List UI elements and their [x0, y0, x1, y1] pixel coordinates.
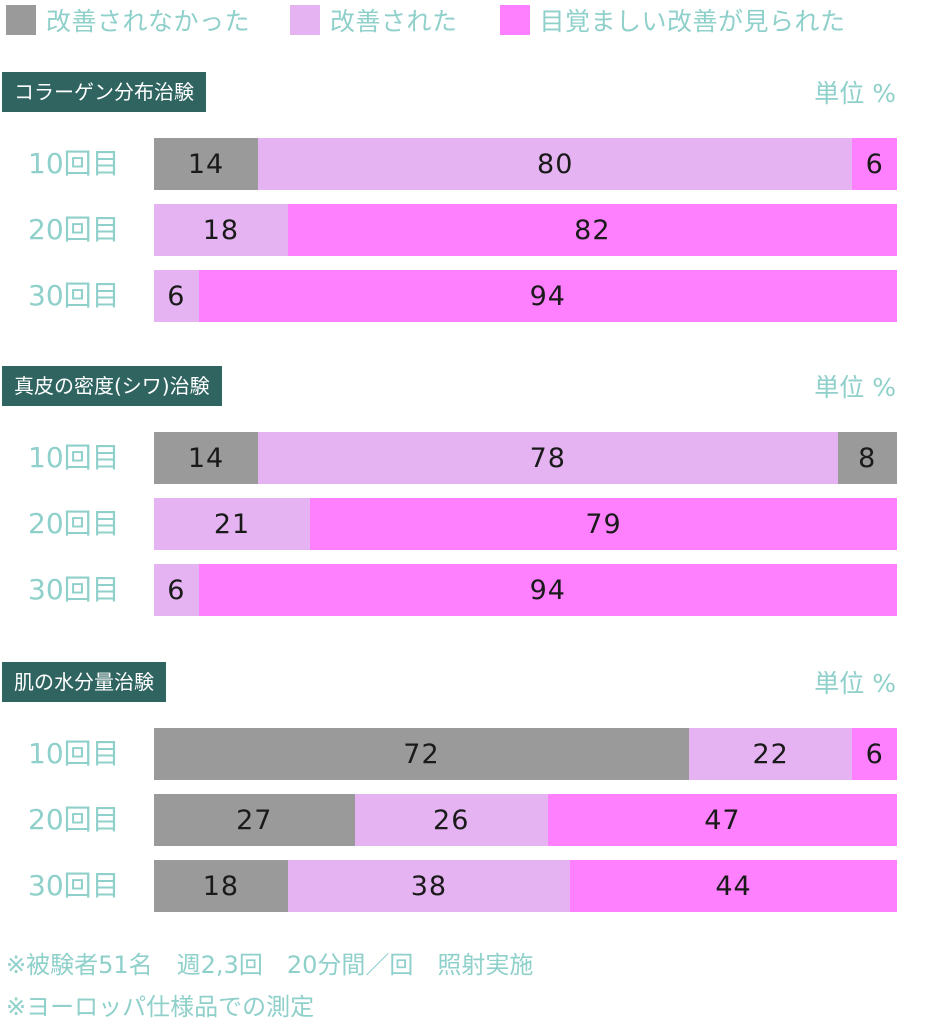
unit-label: 単位 % — [814, 669, 896, 698]
data-label: 18 — [202, 870, 240, 902]
bar-row: 20回目 27 26 47 — [0, 794, 933, 846]
data-label: 18 — [202, 214, 240, 246]
bar-segment: 79 — [310, 498, 897, 550]
bar-row: 30回目 18 38 44 — [0, 860, 933, 912]
bar-segment: 6 — [154, 564, 199, 616]
data-label: 6 — [865, 738, 884, 770]
bar-segment: 44 — [570, 860, 897, 912]
row-label: 10回目 — [28, 737, 120, 770]
unit-label: 単位 % — [814, 79, 896, 108]
data-label: 44 — [715, 870, 752, 902]
row-label: 10回目 — [28, 441, 120, 474]
row-label: 20回目 — [28, 213, 120, 246]
bar-row: 20回目 18 82 — [0, 204, 933, 256]
data-label: 94 — [529, 574, 566, 606]
bar-row: 10回目 14 78 8 — [0, 432, 933, 484]
chart-title: 真皮の密度(シワ)治験 — [2, 366, 222, 406]
data-label: 27 — [236, 804, 273, 836]
bar-segment: 26 — [354, 794, 548, 846]
bar-row: 30回目 6 94 — [0, 564, 933, 616]
data-label: 14 — [187, 442, 225, 474]
footnote: ※ヨーロッパ仕様品での測定 — [6, 993, 315, 1021]
data-label: 94 — [529, 280, 566, 312]
legend-item-improved: 改善された — [290, 2, 458, 38]
data-label: 21 — [213, 508, 251, 540]
footnotes: ※被験者51名 週2,3回 20分間／回 照射実施 ※ヨーロッパ仕様品での測定 — [6, 944, 533, 1028]
bar-segment: 6 — [154, 270, 199, 322]
legend-label-improved: 改善された — [330, 7, 458, 36]
bar-row: 30回目 6 94 — [0, 270, 933, 322]
stacked-bar: 6 94 — [154, 270, 897, 322]
row-label: 30回目 — [28, 279, 120, 312]
chart-title: コラーゲン分布治験 — [2, 72, 206, 112]
legend-swatch-remarkably-improved — [499, 5, 530, 35]
data-label: 72 — [403, 738, 440, 770]
chart-title: 肌の水分量治験 — [2, 662, 166, 702]
data-label: 78 — [529, 442, 566, 474]
legend-swatch-not-improved — [6, 5, 36, 35]
bar-segment: 6 — [852, 138, 897, 190]
stacked-bar: 14 80 6 — [154, 138, 897, 190]
data-label: 22 — [752, 738, 789, 770]
data-label: 79 — [585, 508, 622, 540]
legend-item-remarkably-improved: 目覚ましい改善が見られた — [499, 2, 846, 38]
bar-segment: 14 — [154, 138, 259, 190]
bar-row: 10回目 72 22 6 — [0, 728, 933, 780]
bar-segment: 47 — [547, 794, 897, 846]
row-label: 30回目 — [28, 573, 120, 606]
bar-segment: 72 — [154, 728, 689, 780]
bar-segment: 27 — [154, 794, 355, 846]
stacked-bar: 72 22 6 — [154, 728, 897, 780]
stacked-bar: 14 78 8 — [154, 432, 897, 484]
legend: 改善されなかった 改善された 目覚ましい改善が見られた — [6, 2, 886, 38]
stacked-bar: 18 38 44 — [154, 860, 897, 912]
data-label: 80 — [537, 148, 574, 180]
stacked-bar: 6 94 — [154, 564, 897, 616]
row-label: 10回目 — [28, 147, 120, 180]
bar-segment: 21 — [154, 498, 311, 550]
data-label: 47 — [704, 804, 741, 836]
bar-segment: 82 — [287, 204, 897, 256]
data-label: 26 — [433, 804, 470, 836]
stacked-bar: 27 26 47 — [154, 794, 897, 846]
bar-segment: 78 — [258, 432, 838, 484]
bar-segment: 38 — [287, 860, 571, 912]
data-label: 14 — [187, 148, 225, 180]
data-label: 6 — [167, 280, 186, 312]
bar-segment: 18 — [154, 860, 288, 912]
legend-item-not-improved: 改善されなかった — [6, 2, 250, 38]
data-label: 38 — [410, 870, 448, 902]
legend-label-remarkably-improved: 目覚ましい改善が見られた — [539, 7, 846, 36]
data-label: 6 — [865, 148, 884, 180]
data-label: 6 — [167, 574, 186, 606]
bar-row: 10回目 14 80 6 — [0, 138, 933, 190]
bar-segment: 22 — [688, 728, 853, 780]
bar-segment: 8 — [837, 432, 897, 484]
bar-segment: 94 — [198, 270, 897, 322]
row-label: 20回目 — [28, 507, 120, 540]
unit-label: 単位 % — [814, 373, 896, 402]
data-label: 8 — [858, 442, 877, 474]
data-label: 82 — [574, 214, 611, 246]
bar-segment: 6 — [852, 728, 897, 780]
bar-segment: 14 — [154, 432, 259, 484]
bar-row: 20回目 21 79 — [0, 498, 933, 550]
bar-segment: 94 — [198, 564, 897, 616]
bar-segment: 18 — [154, 204, 288, 256]
bar-segment: 80 — [258, 138, 853, 190]
row-label: 20回目 — [28, 803, 120, 836]
row-label: 30回目 — [28, 869, 120, 902]
footnote: ※被験者51名 週2,3回 20分間／回 照射実施 — [6, 951, 534, 979]
stacked-bar: 21 79 — [154, 498, 897, 550]
legend-label-not-improved: 改善されなかった — [46, 7, 251, 36]
legend-swatch-improved — [290, 5, 321, 35]
stacked-bar: 18 82 — [154, 204, 897, 256]
